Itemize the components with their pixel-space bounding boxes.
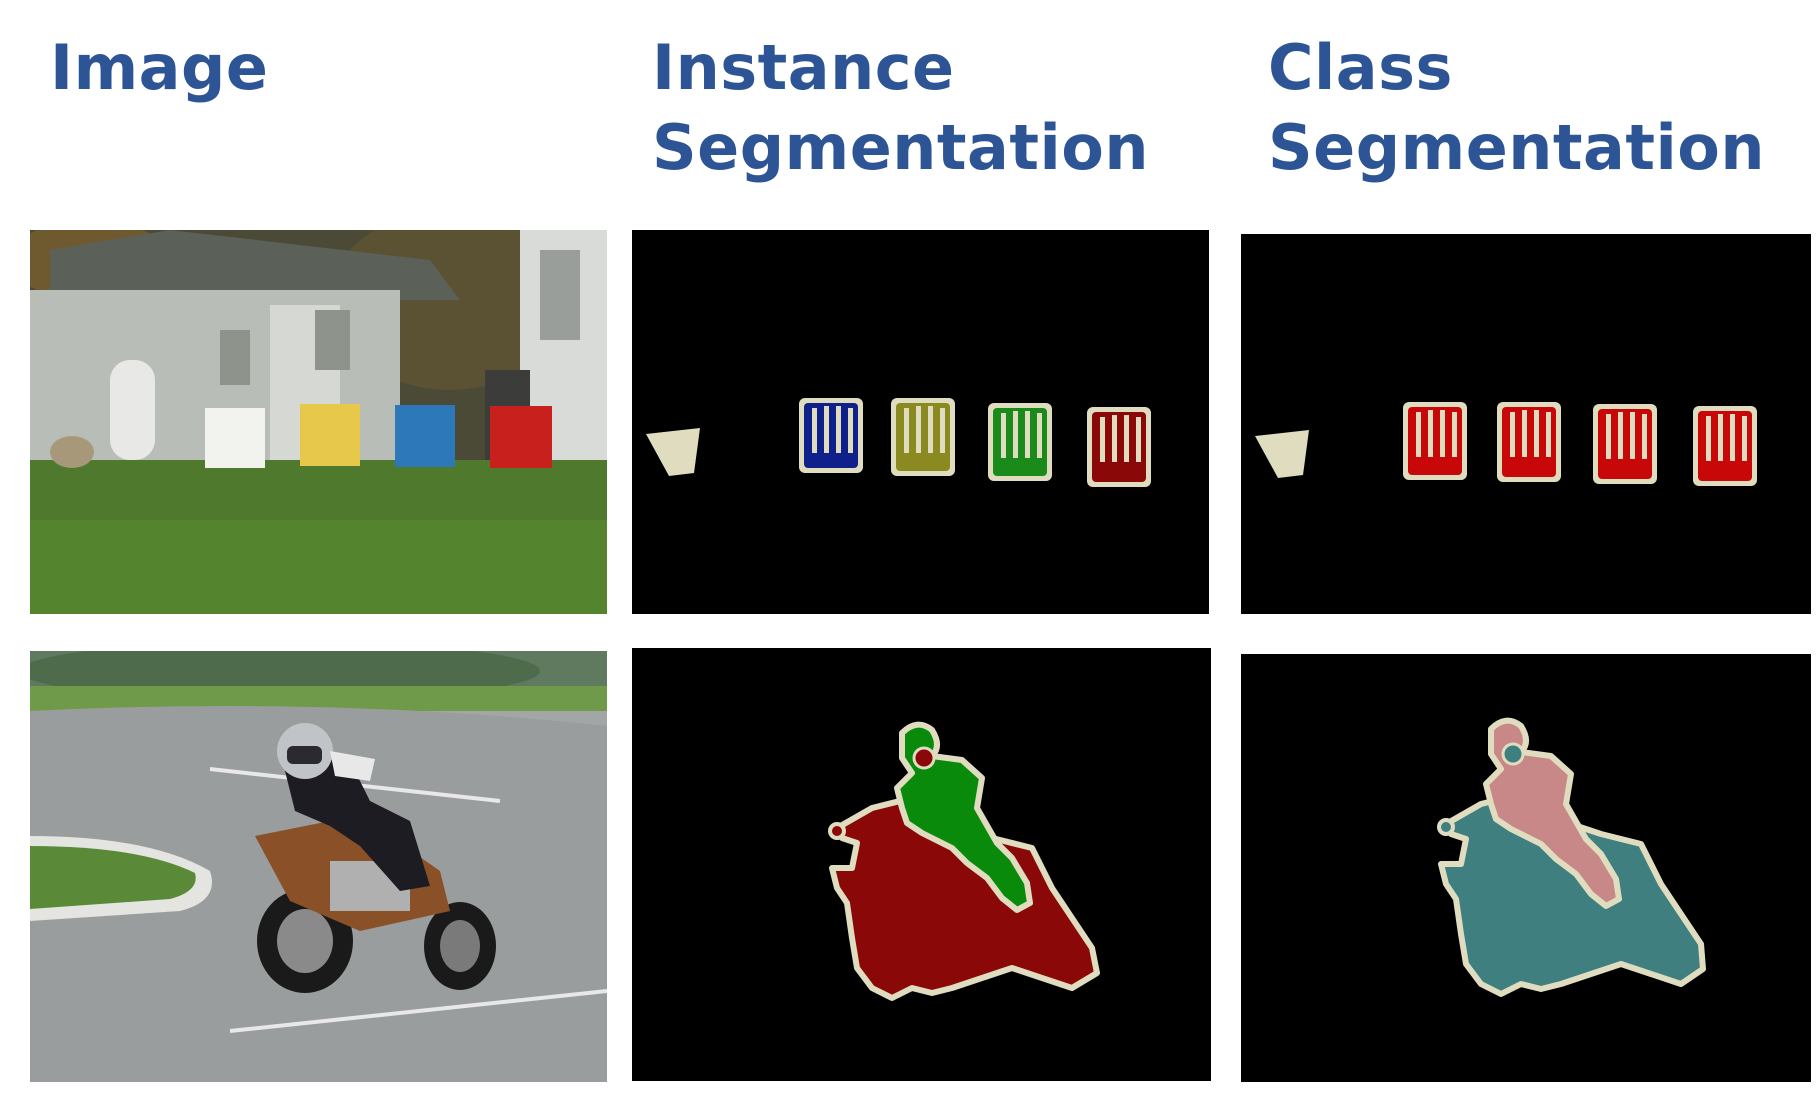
class-person xyxy=(1483,717,1622,909)
class-object-other xyxy=(1255,430,1309,478)
instance-chair-2 xyxy=(891,398,955,476)
instance-motorbike xyxy=(828,795,1100,1001)
class-chair-4 xyxy=(1693,406,1757,486)
class-motorbike xyxy=(1437,791,1706,997)
class-chair-2 xyxy=(1497,402,1561,482)
instance-object-other xyxy=(646,428,700,476)
header-image: Image xyxy=(50,31,269,104)
photo-motorbike xyxy=(30,651,607,1082)
instance-person xyxy=(894,721,1033,913)
photo-chairs xyxy=(30,230,607,614)
instance-chair-3 xyxy=(988,403,1052,481)
header-class-line1: Class xyxy=(1268,31,1453,104)
header-instance-line2: Segmentation xyxy=(652,111,1149,184)
header-class-line2: Segmentation xyxy=(1268,111,1765,184)
instance-mask-chairs xyxy=(632,230,1209,614)
instance-mask-motorbike xyxy=(632,648,1211,1081)
header-instance-segmentation: Instance Segmentation xyxy=(652,28,1149,188)
class-chair-1 xyxy=(1403,402,1467,480)
class-chair-3 xyxy=(1593,404,1657,484)
header-class-segmentation: Class Segmentation xyxy=(1268,28,1765,188)
instance-chair-1 xyxy=(799,398,863,473)
instance-chair-4 xyxy=(1087,407,1151,487)
header-instance-line1: Instance xyxy=(652,31,955,104)
class-mask-chairs xyxy=(1241,234,1811,614)
class-mask-motorbike xyxy=(1241,654,1811,1082)
